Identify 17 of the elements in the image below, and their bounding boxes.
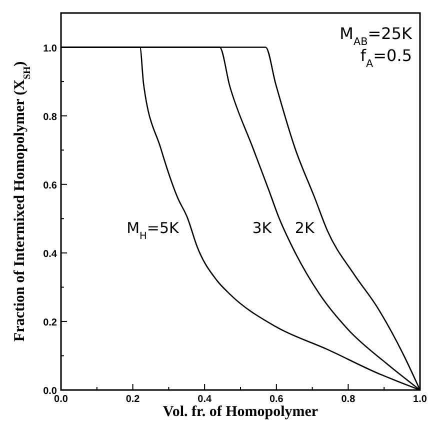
y-tick-label: 0.4 — [43, 248, 58, 260]
annotation: f$_{A}$=0.5 — [360, 46, 412, 70]
series-label: M$_{H}$=5K — [126, 218, 180, 242]
y-tick-label: 0.8 — [43, 112, 58, 123]
series-label: 3K — [252, 218, 273, 237]
x-tick-label: 1.0 — [413, 394, 428, 405]
x-tick-label: 0.8 — [341, 394, 356, 405]
y-tick-label: 1.0 — [43, 43, 58, 54]
x-tick-label: 0.2 — [126, 394, 140, 405]
y-tick-label: 0.6 — [43, 180, 58, 192]
x-tick-label: 0.0 — [54, 394, 68, 405]
x-tick-label: 0.6 — [269, 394, 284, 405]
series-label: 2K — [294, 218, 316, 237]
annotation: M$_{AB}$=25K — [340, 24, 412, 48]
y-tick-label: 0.2 — [43, 317, 58, 328]
x-axis-title: Vol. fr. of Homopolymer — [162, 404, 318, 420]
x-tick-label: 0.4 — [198, 394, 212, 405]
